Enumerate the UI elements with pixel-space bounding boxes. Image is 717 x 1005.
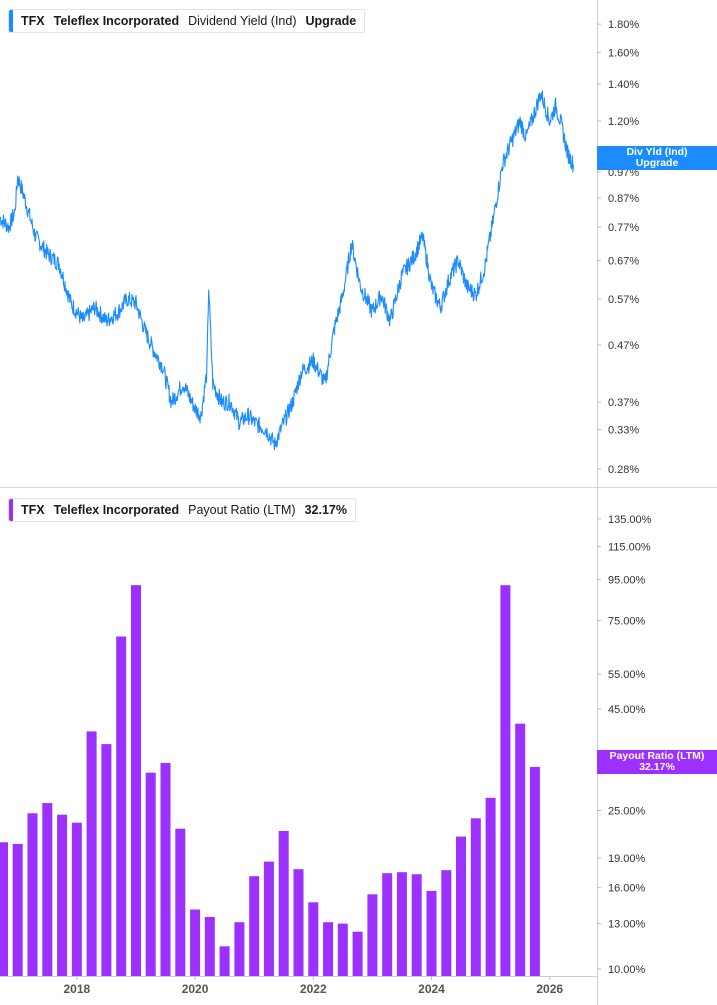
- payout-bar: [101, 744, 112, 976]
- y-tick-label: 0.77%: [608, 222, 639, 234]
- y-tick-label: 115.00%: [608, 542, 651, 554]
- payout-bar: [57, 814, 68, 976]
- badge-value: Upgrade: [635, 157, 679, 169]
- legend-company: Teleflex Incorporated: [53, 14, 180, 28]
- legend-metric: Payout Ratio (LTM): [188, 503, 296, 517]
- payout-bar: [293, 869, 304, 976]
- y-tick-label: 1.80%: [608, 19, 639, 31]
- payout-bar: [12, 844, 23, 976]
- yield-line-path: [0, 90, 574, 451]
- y-tick-label: 25.00%: [608, 805, 646, 817]
- x-tick-label: 2018: [63, 982, 90, 996]
- dividend-yield-series: [0, 90, 574, 451]
- y-tick-label: 75.00%: [608, 616, 646, 628]
- payout-bar: [263, 861, 274, 976]
- payout-bar: [382, 873, 393, 976]
- legend-ticker: TFX: [21, 14, 45, 28]
- x-tick-label: 2022: [300, 982, 327, 996]
- payout-bar: [456, 836, 466, 976]
- payout-bar: [42, 803, 53, 976]
- y-tick-label: 1.20%: [608, 116, 639, 128]
- y-tick-label: 0.67%: [608, 255, 639, 267]
- payout-bar: [278, 831, 289, 976]
- badge-label: Payout Ratio (LTM): [609, 750, 705, 762]
- payout-bar: [470, 818, 481, 976]
- payout-bar: [0, 842, 8, 976]
- payout-bar: [249, 876, 260, 976]
- legend-metric: Dividend Yield (Ind): [188, 14, 297, 28]
- top-legend[interactable]: TFX Teleflex Incorporated Dividend Yield…: [8, 9, 366, 33]
- x-axis: 2018 2020 2022 2024 2026: [63, 976, 563, 996]
- payout-bar: [190, 909, 201, 976]
- payout-bar: [441, 870, 452, 976]
- current-payout-badge: Payout Ratio (LTM) 32.17%: [597, 750, 717, 774]
- y-tick-label: 0.57%: [608, 294, 639, 306]
- legend-company: Teleflex Incorporated: [53, 503, 180, 517]
- payout-bar: [515, 723, 526, 976]
- y-tick-label: 55.00%: [608, 669, 646, 681]
- payout-bar: [500, 585, 511, 976]
- payout-bar: [426, 890, 437, 976]
- badge-label: Div Yld (Ind): [626, 146, 688, 158]
- payout-bar: [337, 923, 348, 976]
- bottom-legend[interactable]: TFX Teleflex Incorporated Payout Ratio (…: [8, 498, 356, 522]
- y-tick-label: 19.00%: [608, 853, 646, 865]
- badge-value: 32.17%: [639, 761, 675, 773]
- y-tick-label: 45.00%: [608, 704, 646, 716]
- y-tick-label: 0.37%: [608, 397, 639, 409]
- x-tick-label: 2020: [182, 982, 209, 996]
- payout-bar: [145, 772, 156, 976]
- y-tick-label: 135.00%: [608, 514, 652, 526]
- series-color-swatch: [9, 499, 13, 521]
- y-tick-label: 0.28%: [608, 464, 639, 476]
- y-tick-label: 10.00%: [608, 964, 646, 976]
- payout-bar: [86, 731, 97, 976]
- current-yield-badge: Div Yld (Ind) Upgrade: [597, 146, 717, 170]
- payout-bar: [71, 822, 82, 976]
- y-tick-label: 0.87%: [608, 193, 639, 205]
- payout-bar: [175, 828, 186, 976]
- legend-ticker: TFX: [21, 503, 45, 517]
- legend-value: 32.17%: [304, 503, 347, 517]
- payout-bar: [116, 636, 127, 976]
- y-tick-label: 16.00%: [608, 883, 646, 895]
- payout-bar: [308, 902, 319, 976]
- y-tick-label: 1.60%: [608, 47, 639, 59]
- payout-bar: [234, 922, 245, 976]
- bottom-y-axis: 135.00% 115.00% 95.00% 75.00% 55.00% 45.00% 25…: [597, 514, 652, 976]
- payout-bar: [27, 813, 38, 976]
- y-tick-label: 13.00%: [608, 919, 646, 931]
- payout-bar: [204, 917, 215, 976]
- x-tick-label: 2026: [536, 982, 563, 996]
- payout-bar: [323, 922, 334, 976]
- y-tick-label: 95.00%: [608, 575, 646, 587]
- payout-bar: [485, 797, 496, 976]
- payout-bar: [160, 763, 171, 976]
- payout-bar: [131, 585, 141, 976]
- y-tick-label: 1.40%: [608, 79, 639, 91]
- payout-ratio-series: [0, 585, 540, 976]
- y-tick-label: 0.33%: [608, 425, 639, 437]
- payout-bar: [367, 894, 378, 976]
- top-y-axis: 1.80%1.60%1.40%1.20%0.97%0.87%0.77%0.67%…: [597, 19, 639, 476]
- y-tick-label: 0.47%: [608, 340, 639, 352]
- series-color-swatch: [9, 10, 13, 32]
- payout-bar: [411, 874, 422, 976]
- payout-bar: [529, 766, 540, 976]
- payout-bar: [219, 946, 230, 976]
- x-tick-label: 2024: [418, 982, 445, 996]
- payout-bar: [396, 872, 407, 976]
- payout-bar: [352, 931, 363, 976]
- legend-value[interactable]: Upgrade: [305, 14, 357, 28]
